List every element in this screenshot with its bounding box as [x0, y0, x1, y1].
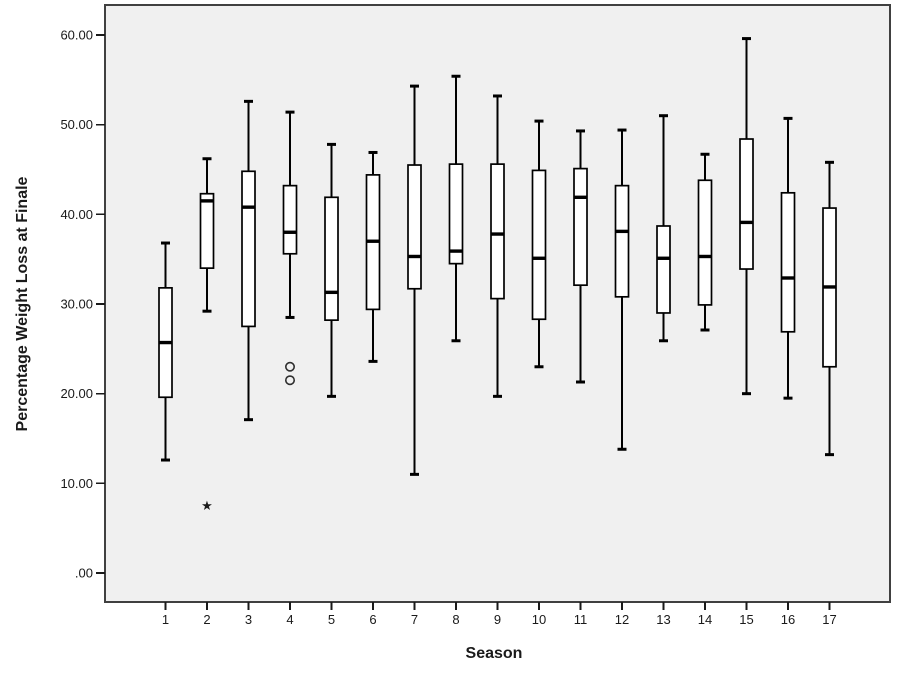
boxplot-season-7	[407, 84, 422, 476]
iqr-box	[614, 184, 630, 298]
x-tick-label: 16	[781, 612, 795, 627]
boxplot-season-11	[573, 129, 588, 384]
boxplot-season-1	[158, 241, 173, 462]
iqr-box	[531, 169, 547, 321]
x-tick-label: 13	[656, 612, 670, 627]
y-tick-label: 30.00	[60, 296, 93, 311]
x-tick-label: 1	[162, 612, 169, 627]
outlier-circle	[284, 361, 295, 372]
boxplot-series: ★	[158, 37, 837, 513]
iqr-box	[697, 179, 713, 306]
x-tick-label: 4	[286, 612, 293, 627]
boxplot-season-2: ★	[199, 157, 215, 513]
y-axis-title: Percentage Weight Loss at Finale	[14, 176, 31, 431]
boxplot-season-14	[697, 152, 713, 332]
y-tick-label: 40.00	[60, 207, 93, 222]
boxplot-season-13	[656, 114, 671, 343]
x-tick-label: 9	[494, 612, 501, 627]
x-tick-label: 3	[245, 612, 252, 627]
iqr-box	[780, 191, 796, 333]
x-axis-title: Season	[466, 645, 523, 662]
boxplot-season-5	[324, 142, 339, 398]
x-tick-label: 11	[574, 612, 588, 627]
iqr-box	[199, 192, 215, 269]
boxplot-season-16	[780, 116, 796, 400]
x-tick-label: 2	[203, 612, 210, 627]
y-tick-label: .00	[75, 566, 93, 581]
iqr-box	[407, 164, 422, 290]
iqr-box	[739, 138, 754, 270]
iqr-box	[448, 163, 464, 265]
x-tick-label: 15	[739, 612, 753, 627]
boxplot-season-12	[614, 128, 630, 451]
extreme-outlier-star: ★	[201, 498, 213, 513]
outlier-circle	[284, 375, 295, 386]
iqr-box	[324, 196, 339, 321]
iqr-box	[241, 170, 256, 328]
iqr-box	[573, 167, 588, 287]
x-tick-label: 5	[328, 612, 335, 627]
boxplot-season-4	[282, 110, 298, 386]
x-tick-label: 14	[698, 612, 712, 627]
x-tick-label: 12	[615, 612, 629, 627]
x-tick-label: 8	[452, 612, 459, 627]
boxplot-season-6	[365, 150, 381, 363]
y-tick-label: 10.00	[60, 476, 93, 491]
iqr-box	[490, 163, 505, 300]
y-tick-label: 50.00	[60, 117, 93, 132]
x-tick-label: 10	[532, 612, 546, 627]
x-axis-ticks: 1 2 3 4 5 6 7 8 9 10 11 12 13 14 15 16 17	[162, 602, 837, 627]
boxplot-season-10	[531, 119, 547, 369]
iqr-box	[656, 225, 671, 314]
x-tick-label: 7	[411, 612, 418, 627]
boxplot-season-17	[822, 160, 837, 457]
boxplot-season-15	[739, 37, 754, 396]
boxplot-season-8	[448, 74, 464, 343]
y-tick-label: 60.00	[60, 27, 93, 42]
x-tick-label: 6	[369, 612, 376, 627]
y-axis-ticks: .00 10.00 20.00 30.00 40.00 50.00 60.00	[60, 27, 105, 581]
y-tick-label: 20.00	[60, 386, 93, 401]
iqr-box	[282, 184, 298, 255]
x-tick-label: 17	[822, 612, 836, 627]
boxplot-season-3	[241, 99, 256, 422]
boxplot-season-9	[490, 94, 505, 398]
